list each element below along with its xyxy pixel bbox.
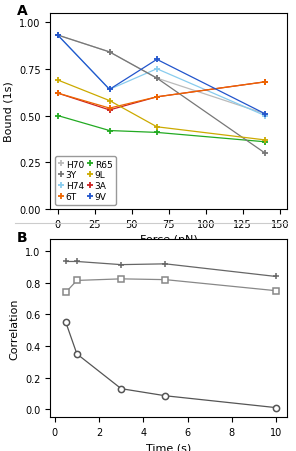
- Text: A: A: [17, 4, 28, 18]
- X-axis label: Force (pN): Force (pN): [140, 235, 198, 245]
- X-axis label: Time (s): Time (s): [146, 442, 191, 451]
- Y-axis label: Correlation: Correlation: [10, 297, 20, 359]
- Text: B: B: [17, 230, 28, 244]
- Y-axis label: Bound (1s): Bound (1s): [4, 81, 13, 142]
- Legend: H70, 3Y, H74, 6T, R65, 9L, 3A, 9V: H70, 3Y, H74, 6T, R65, 9L, 3A, 9V: [55, 156, 116, 205]
